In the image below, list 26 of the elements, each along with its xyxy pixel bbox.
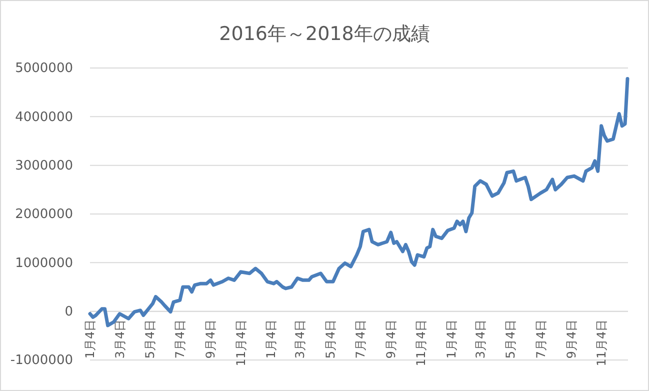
x-tick-label: 9月4日 [384, 319, 398, 359]
x-tick-label: 7月4日 [173, 319, 188, 359]
x-tick-label: 11月4日 [234, 319, 248, 366]
x-tick-label: 3月4日 [112, 319, 127, 359]
x-tick-label: 9月4日 [204, 319, 218, 359]
x-tick-label: 3月4日 [293, 319, 308, 359]
x-tick-label: 1月4日 [264, 319, 278, 359]
x-tick-label: 5月4日 [504, 319, 518, 359]
x-tick-label: 7月4日 [534, 319, 548, 359]
y-tick-label: 2000000 [15, 207, 73, 222]
y-tick-label: 0 [64, 304, 73, 320]
y-tick-label: -1000000 [10, 353, 73, 368]
x-tick-label: 11月4日 [414, 319, 428, 366]
y-tick-label: 3000000 [15, 158, 73, 174]
x-tick-label: 5月4日 [142, 319, 157, 359]
x-tick-label: 5月4日 [323, 319, 338, 359]
x-tick-label: 1月4日 [444, 319, 458, 359]
y-tick-label: 1000000 [15, 256, 73, 271]
x-tick-label: 11月4日 [594, 319, 609, 366]
y-tick-label: 4000000 [15, 110, 73, 125]
x-tick-label: 9月4日 [564, 319, 578, 359]
x-tick-label: 1月4日 [83, 319, 98, 359]
x-tick-label: 7月4日 [353, 319, 368, 359]
chart-title: 2016年～2018年の成績 [219, 23, 430, 45]
x-tick-label: 3月4日 [473, 319, 488, 359]
y-tick-label: 5000000 [15, 61, 73, 76]
